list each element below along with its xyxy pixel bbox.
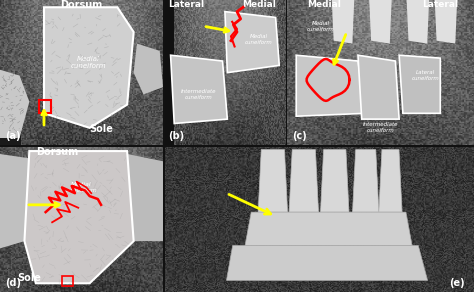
Text: Lateral: Lateral	[168, 0, 204, 9]
Polygon shape	[25, 151, 134, 283]
Polygon shape	[0, 154, 36, 248]
Polygon shape	[0, 80, 21, 145]
Text: Medial
cuneiform: Medial cuneiform	[70, 56, 106, 69]
Bar	[62, 276, 73, 286]
Polygon shape	[134, 44, 163, 94]
Text: Intermediate
cuneiform: Intermediate cuneiform	[181, 89, 216, 100]
Text: Lateral: Lateral	[422, 0, 458, 9]
Text: (c): (c)	[292, 131, 307, 141]
Polygon shape	[289, 150, 319, 212]
Polygon shape	[164, 0, 174, 145]
Polygon shape	[332, 0, 354, 44]
Polygon shape	[379, 150, 402, 212]
Text: (e): (e)	[449, 278, 465, 288]
Polygon shape	[245, 212, 412, 246]
Polygon shape	[0, 70, 29, 138]
Polygon shape	[127, 154, 163, 241]
Text: Dorsum: Dorsum	[36, 147, 78, 157]
Text: Sole: Sole	[18, 273, 41, 283]
Polygon shape	[227, 246, 428, 280]
Polygon shape	[353, 150, 379, 212]
Polygon shape	[435, 0, 457, 44]
Text: Medial
cuneiform: Medial cuneiform	[65, 182, 98, 193]
Polygon shape	[320, 150, 349, 212]
Text: Lateral
cuneiform: Lateral cuneiform	[411, 70, 439, 81]
Polygon shape	[225, 12, 279, 73]
Text: (a): (a)	[5, 131, 20, 141]
Polygon shape	[407, 0, 429, 44]
Polygon shape	[258, 150, 288, 212]
Polygon shape	[296, 55, 365, 116]
Polygon shape	[44, 7, 134, 128]
Polygon shape	[399, 55, 440, 113]
Text: Medial: Medial	[242, 0, 276, 9]
Polygon shape	[358, 55, 399, 119]
Polygon shape	[171, 55, 228, 124]
Text: Medial
cuneiform: Medial cuneiform	[307, 21, 335, 32]
Bar	[39, 100, 51, 113]
Text: Dorsum: Dorsum	[60, 0, 102, 10]
Text: Sole: Sole	[89, 124, 113, 134]
Polygon shape	[369, 0, 392, 44]
Text: (d): (d)	[5, 278, 21, 288]
Text: (b): (b)	[168, 131, 184, 141]
Text: Intermediate
cuneiform: Intermediate cuneiform	[363, 122, 398, 133]
Text: Medial: Medial	[307, 0, 341, 9]
Text: Medial
cuneiform: Medial cuneiform	[245, 34, 273, 45]
